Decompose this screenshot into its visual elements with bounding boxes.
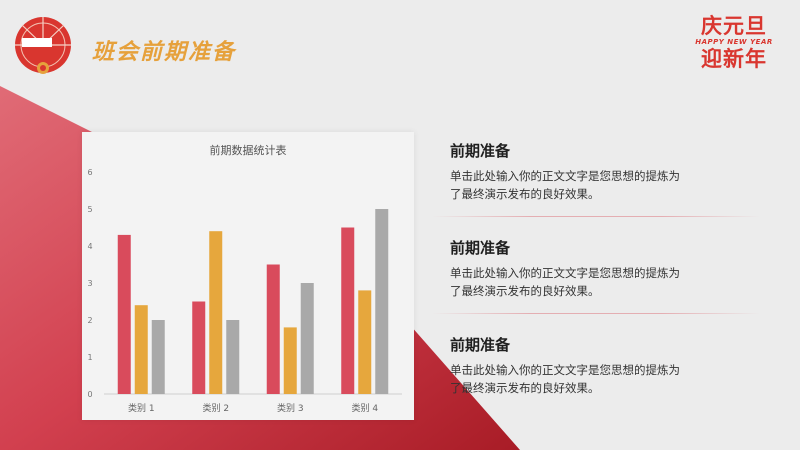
bar-series-1-cat-2 <box>192 301 206 394</box>
brand-line-3: 迎新年 <box>701 47 767 71</box>
y-tick-label: 2 <box>87 316 92 325</box>
info-heading: 前期准备 <box>450 336 511 354</box>
bar-series-2-cat-3 <box>283 327 297 394</box>
bar-series-3-cat-3 <box>300 283 314 394</box>
x-tick-label: 类别 1 <box>128 402 155 414</box>
x-tick-label: 类别 2 <box>202 402 229 414</box>
divider <box>432 313 760 314</box>
brand-line-1: 庆元旦 <box>701 14 767 38</box>
y-tick-label: 5 <box>87 205 92 214</box>
bar-chart: 前期数据统计表 0 1 2 3 4 5 6 类别 1 类别 2 类别 3 类别 4 <box>87 143 402 414</box>
info-heading: 前期准备 <box>450 239 511 257</box>
divider <box>432 216 760 217</box>
x-tick-label: 类别 4 <box>351 402 378 414</box>
y-tick-label: 1 <box>87 353 92 362</box>
brand-line-2: HAPPY NEW YEAR <box>695 38 773 46</box>
info-body-line-1: 单击此处输入你的正文文字是您思想的提炼为 <box>450 169 680 183</box>
info-body-line-2: 了最终演示发布的良好效果。 <box>450 381 600 395</box>
y-tick-label: 0 <box>87 390 92 399</box>
fan-logo-icon <box>15 17 71 74</box>
slide-title: 班会前期准备 <box>92 40 237 65</box>
y-tick-label: 6 <box>87 168 92 177</box>
bar-series-3-cat-4 <box>375 209 389 394</box>
info-body-line-2: 了最终演示发布的良好效果。 <box>450 284 600 298</box>
bar-series-1-cat-3 <box>266 264 280 394</box>
y-tick-label: 4 <box>87 242 92 251</box>
x-tick-label: 类别 3 <box>277 402 304 414</box>
info-body-line-2: 了最终演示发布的良好效果。 <box>450 187 600 201</box>
info-body-line-1: 单击此处输入你的正文文字是您思想的提炼为 <box>450 363 680 377</box>
bar-series-3-cat-1 <box>151 320 165 394</box>
info-block-1: 前期准备 单击此处输入你的正文文字是您思想的提炼为 了最终演示发布的良好效果。 <box>450 140 740 203</box>
bar-series-3-cat-2 <box>226 320 240 394</box>
chart-title: 前期数据统计表 <box>210 143 287 157</box>
info-block-3: 前期准备 单击此处输入你的正文文字是您思想的提炼为 了最终演示发布的良好效果。 <box>450 334 740 397</box>
chart-card: 前期数据统计表 0 1 2 3 4 5 6 类别 1 类别 2 类别 3 类别 4 <box>82 132 414 420</box>
bar-series-2-cat-4 <box>358 290 372 394</box>
bar-series-1-cat-4 <box>341 227 355 394</box>
info-block-2: 前期准备 单击此处输入你的正文文字是您思想的提炼为 了最终演示发布的良好效果。 <box>450 237 740 300</box>
info-body-line-1: 单击此处输入你的正文文字是您思想的提炼为 <box>450 266 680 280</box>
bar-series-1-cat-1 <box>117 234 131 394</box>
festival-brand: 庆元旦 HAPPY NEW YEAR 迎新年 <box>686 16 782 70</box>
y-tick-label: 3 <box>87 279 92 288</box>
bar-series-2-cat-2 <box>209 231 223 394</box>
info-heading: 前期准备 <box>450 142 511 160</box>
bar-series-2-cat-1 <box>134 305 148 394</box>
